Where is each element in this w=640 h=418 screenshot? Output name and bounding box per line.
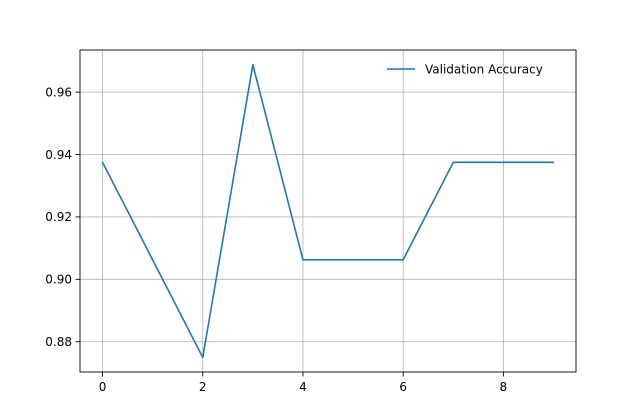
y-tick-label: 0.88	[45, 335, 72, 349]
series-layer	[101, 64, 555, 359]
grid	[80, 50, 576, 372]
x-tick-label: 6	[399, 380, 407, 394]
y-tick-label: 0.92	[45, 210, 72, 224]
legend-label: Validation Accuracy	[425, 62, 543, 76]
ticks: 0 2 4 6 8 0.88 0.90 0.92 0.94 0.96	[45, 85, 507, 394]
y-tick-label: 0.90	[45, 273, 72, 287]
axes	[79, 49, 577, 373]
x-tick-label: 8	[500, 380, 508, 394]
plot-frame	[79, 49, 577, 373]
y-tick-label: 0.94	[45, 148, 72, 162]
x-tick-label: 0	[99, 380, 107, 394]
legend: Validation Accuracy	[387, 62, 543, 76]
x-tick-label: 4	[299, 380, 307, 394]
series-line	[101, 64, 555, 359]
x-tick-label: 2	[199, 380, 207, 394]
y-tick-label: 0.96	[45, 85, 72, 99]
